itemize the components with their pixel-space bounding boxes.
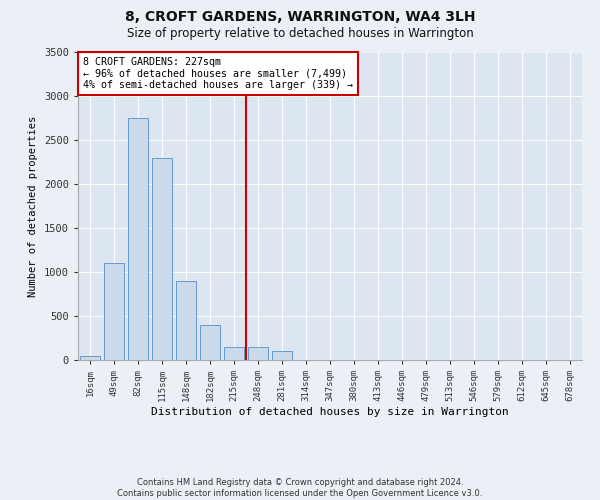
Bar [80,356,100,360]
Text: 8 CROFT GARDENS: 227sqm
← 96% of detached houses are smaller (7,499)
4% of semi-: 8 CROFT GARDENS: 227sqm ← 96% of detache… [83,57,353,90]
Text: 8, CROFT GARDENS, WARRINGTON, WA4 3LH: 8, CROFT GARDENS, WARRINGTON, WA4 3LH [125,10,475,24]
Bar [152,158,172,360]
Text: Size of property relative to detached houses in Warrington: Size of property relative to detached ho… [127,28,473,40]
Bar [248,347,268,360]
Bar [176,281,196,360]
Bar [200,325,220,360]
Bar [224,347,244,360]
Text: Contains HM Land Registry data © Crown copyright and database right 2024.
Contai: Contains HM Land Registry data © Crown c… [118,478,482,498]
Y-axis label: Number of detached properties: Number of detached properties [28,116,38,297]
Bar [128,118,148,360]
X-axis label: Distribution of detached houses by size in Warrington: Distribution of detached houses by size … [151,407,509,417]
Bar [272,351,292,360]
Bar [104,264,124,360]
